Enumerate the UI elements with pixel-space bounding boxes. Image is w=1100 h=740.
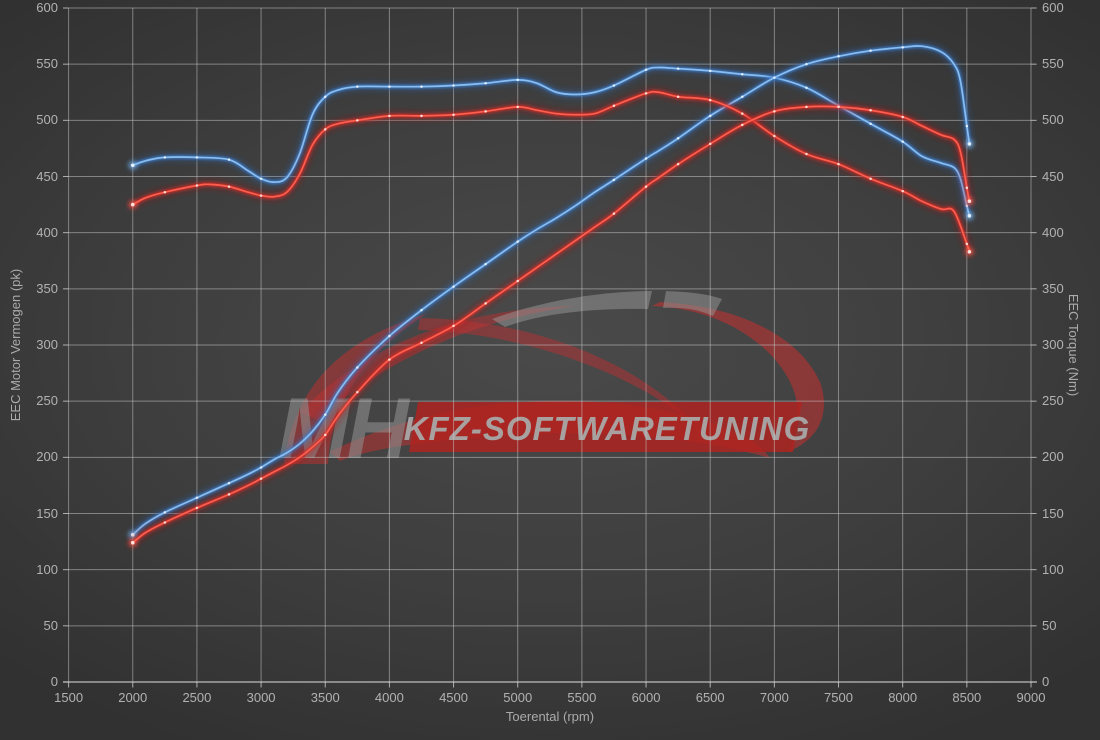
dyno-curves xyxy=(128,41,974,548)
curve-torque_blue xyxy=(128,63,974,221)
watermark-brand-text: KFZ-SOFTWARETUNING xyxy=(404,410,811,447)
watermark-banner xyxy=(409,402,802,452)
curve-power_red xyxy=(128,101,974,548)
curve-torque_red xyxy=(128,87,974,257)
curve-power_blue xyxy=(128,41,974,540)
